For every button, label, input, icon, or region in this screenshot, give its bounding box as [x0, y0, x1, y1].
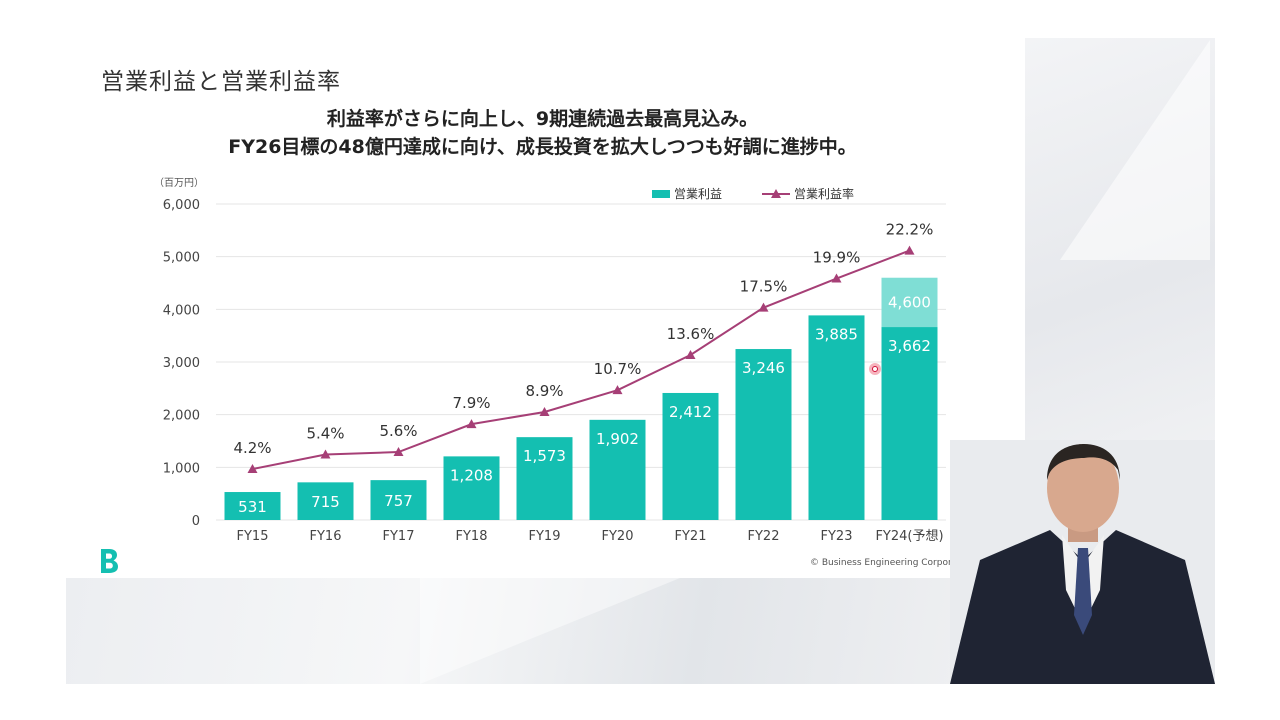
legend-label: 営業利益率 [794, 186, 854, 201]
company-logo-icon [101, 549, 118, 573]
bar [297, 482, 354, 520]
y-tick-label: 4,000 [163, 303, 200, 318]
margin-label: 19.9% [813, 249, 861, 267]
margin-label: 7.9% [452, 394, 490, 412]
margin-label: 17.5% [740, 278, 788, 296]
margin-point [247, 464, 258, 474]
margin-label: 5.6% [379, 422, 417, 440]
margin-point [831, 273, 842, 283]
bar [370, 480, 427, 520]
bar-value-label: 2,412 [669, 403, 712, 421]
x-tick-label: FY15 [237, 529, 269, 544]
margin-label: 4.2% [233, 439, 271, 457]
subtitle-line-2: FY26目標の48億円達成に向け、成長投資を拡大しつつも好調に進捗中。 [228, 136, 857, 158]
margin-label: 22.2% [886, 221, 934, 239]
bar-value-label: 3,885 [815, 325, 858, 343]
x-tick-label: FY19 [529, 529, 561, 544]
x-tick-label: FY22 [748, 529, 780, 544]
bar [881, 327, 938, 520]
bar [516, 437, 573, 520]
bar [589, 419, 646, 520]
x-tick-label: FY16 [310, 529, 342, 544]
x-tick-label: FY17 [383, 529, 415, 544]
bar-value-label: 1,902 [596, 430, 639, 448]
margin-point [466, 419, 477, 429]
legend-swatch-bar [652, 190, 670, 198]
y-tick-label: 2,000 [163, 409, 200, 424]
margin-label: 8.9% [525, 382, 563, 400]
bar-value-label: 757 [384, 492, 413, 510]
y-tick-label: 6,000 [163, 198, 200, 213]
margin-label: 13.6% [667, 325, 715, 343]
margin-label: 10.7% [594, 360, 642, 378]
margin-point [758, 302, 769, 312]
y-tick-label: 5,000 [163, 251, 200, 266]
copyright-text: © Business Engineering Corporation. [810, 558, 978, 568]
margin-point [320, 449, 331, 459]
presenter-video-feed [950, 440, 1215, 684]
bar [224, 492, 281, 520]
y-tick-label: 1,000 [163, 461, 200, 476]
margin-point [904, 245, 915, 255]
margin-point [612, 385, 623, 395]
x-tick-label: FY18 [456, 529, 488, 544]
margin-point [393, 447, 404, 457]
bar [443, 456, 500, 520]
margin-point [539, 407, 550, 417]
forecast-bar-label: 4,600 [888, 294, 931, 312]
y-tick-label: 0 [192, 514, 200, 529]
legend-label: 営業利益 [674, 187, 722, 201]
legend-swatch-marker [771, 189, 781, 198]
margin-point [685, 349, 696, 359]
bar [662, 392, 719, 520]
bar-value-label: 1,208 [450, 466, 493, 484]
margin-line [252, 249, 910, 471]
unit-label: （百万円） [154, 177, 204, 189]
bar [735, 349, 792, 520]
bar-value-label: 3,246 [742, 359, 785, 377]
bar-value-label: 3,662 [888, 337, 931, 355]
slide-title: 営業利益と営業利益率 [101, 69, 341, 95]
margin-label: 5.4% [306, 424, 344, 442]
y-tick-label: 3,000 [163, 356, 200, 371]
subtitle-line-1: 利益率がさらに向上し、9期連続過去最高見込み。 [326, 108, 759, 130]
pointer-cursor-icon [869, 363, 881, 375]
x-tick-label: FY23 [821, 529, 853, 544]
background-shape [1060, 40, 1210, 260]
operating-profit-chart: 0 1,000 2,000 3,000 4,000 5,000 6,000 （百万円） 4,60… [154, 177, 946, 544]
x-tick-label: FY21 [675, 529, 707, 544]
bar-value-label: 531 [238, 498, 267, 516]
x-tick-label: FY24(予想) [875, 528, 943, 544]
bar-value-label: 715 [311, 493, 340, 511]
bar [808, 315, 865, 520]
bar-value-label: 1,573 [523, 447, 566, 465]
x-tick-label: FY20 [602, 529, 634, 544]
background-shape [420, 578, 680, 684]
